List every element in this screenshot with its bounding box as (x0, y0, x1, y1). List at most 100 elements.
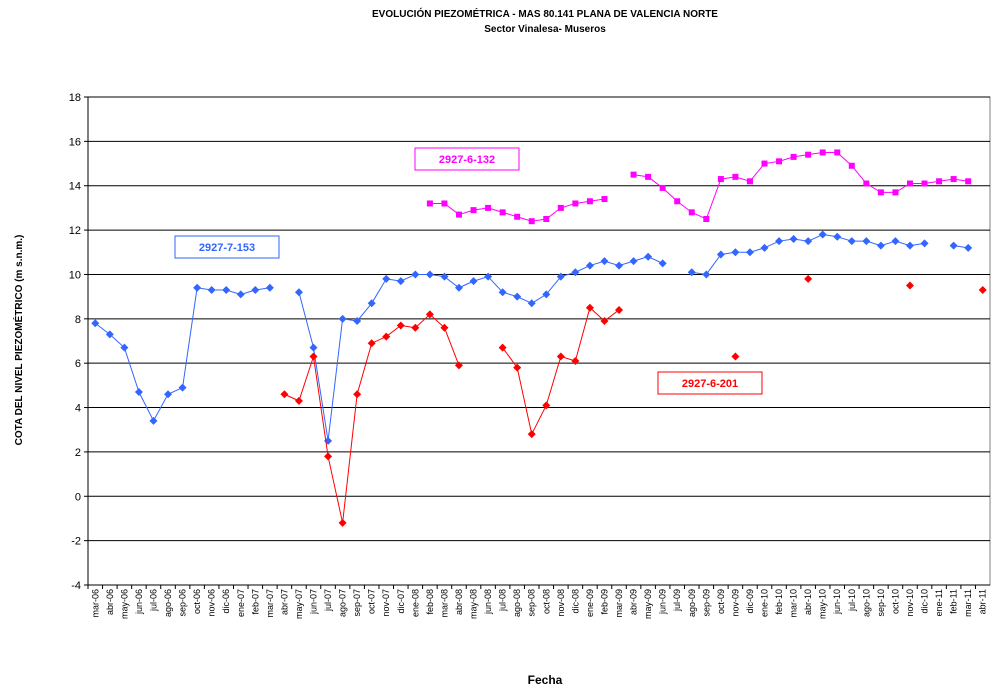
x-tick-label: feb-08 (425, 589, 435, 615)
marker (630, 171, 637, 178)
x-tick-label: sep-07 (352, 589, 362, 617)
marker (834, 149, 841, 156)
x-tick-label: ene-09 (585, 589, 595, 617)
marker (498, 288, 507, 297)
x-tick-label: feb-07 (250, 589, 260, 615)
marker (892, 189, 899, 196)
x-tick-label: jun-06 (134, 589, 144, 615)
marker (425, 310, 434, 319)
marker (396, 277, 405, 286)
marker (454, 283, 463, 292)
y-tick-label: 10 (69, 269, 81, 281)
x-tick-label: feb-11 (949, 589, 959, 614)
marker (645, 173, 652, 180)
marker (120, 343, 129, 352)
series-label: 2927-6-201 (682, 378, 738, 390)
x-tick-label: jul-09 (672, 589, 682, 612)
marker (833, 232, 842, 241)
x-tick-label: nov-08 (556, 589, 566, 617)
marker (658, 259, 667, 268)
marker (556, 352, 565, 361)
marker (382, 332, 391, 341)
x-tick-label: jul-06 (148, 589, 158, 612)
marker (149, 416, 158, 425)
x-tick-label: jul-10 (847, 589, 857, 612)
marker (717, 176, 724, 183)
marker (164, 390, 173, 399)
marker (716, 250, 725, 259)
x-tick-label: jun-09 (658, 589, 668, 615)
marker (745, 248, 754, 257)
x-tick-label: mar-10 (789, 589, 799, 618)
marker (936, 178, 943, 185)
x-tick-label: ene-07 (236, 589, 246, 617)
marker (702, 270, 711, 279)
marker (920, 239, 929, 248)
marker (876, 241, 885, 250)
marker (222, 285, 231, 294)
chart-title: EVOLUCIÓN PIEZOMÉTRICA - MAS 80.141 PLAN… (372, 7, 718, 20)
x-tick-label: oct-09 (716, 589, 726, 614)
marker (615, 261, 624, 270)
marker (746, 178, 753, 185)
marker (455, 211, 462, 218)
marker (251, 285, 260, 294)
marker (338, 518, 347, 527)
marker (804, 237, 813, 246)
marker (731, 352, 740, 361)
marker (441, 200, 448, 207)
marker (411, 270, 420, 279)
marker (600, 257, 609, 266)
x-tick-label: may-07 (294, 589, 304, 619)
series-label-box (414, 147, 520, 171)
y-tick-label: 2 (75, 447, 81, 459)
marker (440, 272, 449, 281)
marker (324, 436, 333, 445)
marker (91, 319, 100, 328)
marker (353, 390, 362, 399)
marker (805, 151, 812, 158)
marker (543, 216, 550, 222)
x-tick-label: jun-10 (832, 589, 842, 615)
y-tick-label: 8 (75, 314, 81, 326)
x-tick-label: mar-09 (614, 589, 624, 618)
marker (498, 343, 507, 352)
marker (848, 162, 855, 169)
y-tick-label: 6 (75, 358, 81, 370)
marker (629, 257, 638, 266)
marker (891, 237, 900, 246)
x-tick-label: ene-08 (410, 589, 420, 617)
marker (470, 207, 477, 214)
marker (454, 361, 463, 370)
x-tick-label: may-09 (643, 589, 653, 619)
plot-area (87, 96, 991, 586)
marker (659, 184, 666, 191)
marker (396, 321, 405, 330)
marker (426, 200, 433, 207)
marker (761, 160, 768, 167)
x-tick-label: jun-08 (483, 589, 493, 615)
marker (906, 180, 913, 187)
marker (585, 303, 594, 312)
x-tick-label: oct-08 (541, 589, 551, 614)
marker (965, 178, 972, 185)
x-tick-label: dic-08 (570, 589, 580, 614)
marker (294, 396, 303, 405)
marker (877, 189, 884, 196)
marker (425, 270, 434, 279)
x-tick-label: ene-11 (934, 589, 944, 616)
marker (513, 363, 522, 372)
marker (776, 158, 783, 165)
series-label: 2927-7-153 (199, 242, 255, 254)
y-tick-label: -2 (71, 536, 81, 548)
marker (601, 196, 608, 203)
x-tick-label: jun-07 (309, 589, 319, 615)
x-tick-label: abr-10 (803, 589, 813, 615)
marker (571, 268, 580, 277)
marker (440, 323, 449, 332)
y-tick-label: 18 (69, 92, 81, 104)
marker (789, 234, 798, 243)
marker (265, 283, 274, 292)
marker (542, 401, 551, 410)
marker (703, 216, 710, 222)
